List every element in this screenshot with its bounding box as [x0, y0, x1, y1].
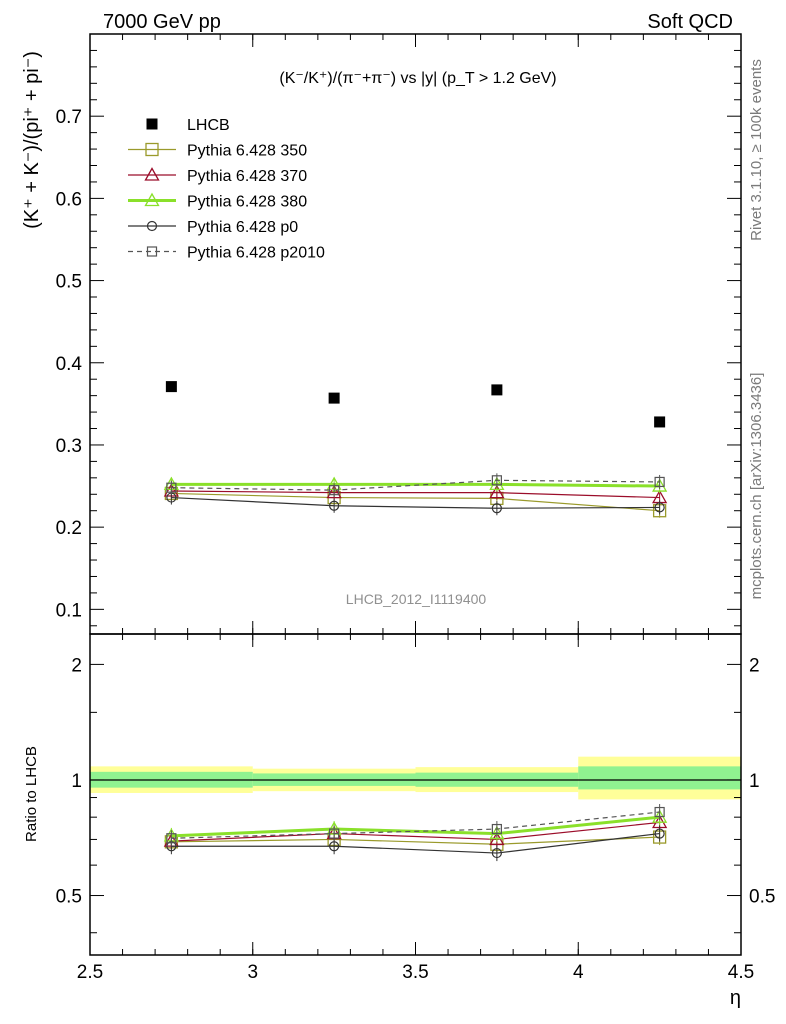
- main-y-tick-label: 0.6: [56, 189, 82, 210]
- main-point-series-0: [654, 416, 666, 428]
- ratio-y-tick-label: 0.5: [56, 887, 82, 908]
- ratio-y-axis-label: Ratio to LHCB: [23, 746, 40, 842]
- main-y-tick-label: 0.1: [56, 600, 82, 621]
- legend-marker: [146, 246, 158, 257]
- x-axis-label: η: [730, 987, 741, 1009]
- legend-item: Pythia 6.428 370: [128, 167, 307, 185]
- main-y-tick-label: 0.2: [56, 518, 82, 539]
- mcplots-side-label: mcplots.cern.ch [arXiv:1306.3436]: [748, 373, 765, 600]
- ratio-point-3: [329, 841, 340, 852]
- main-point-series-3: [489, 476, 505, 491]
- ratio-y-tick-label-right: 2: [749, 655, 760, 676]
- main-point-series-5: [166, 482, 177, 493]
- main-point-series-5: [491, 475, 502, 486]
- legend: LHCB Pythia 6.428 350 Pythia 6.428 370 Pyth…: [128, 117, 325, 262]
- watermark-label: LHCB_2012_I1119400: [346, 591, 487, 607]
- main-point-series-2: [489, 484, 505, 499]
- main-point-series-0: [165, 381, 177, 393]
- main-point-series-0: [328, 392, 340, 404]
- legend-marker: [144, 167, 160, 181]
- legend-marker: [146, 220, 158, 232]
- legend-marker: [144, 192, 160, 207]
- legend-item: Pythia 6.428 p2010: [128, 245, 325, 262]
- legend-label: Pythia 6.428 380: [187, 194, 307, 211]
- legend-label: Pythia 6.428 p0: [187, 219, 298, 236]
- x-tick-label: 4.5: [728, 962, 754, 983]
- main-panel: (K⁻/K⁺)/(π⁻+π⁻) vs |y| (p_T > 1.2 GeV) L…: [21, 51, 668, 607]
- x-tick-label: 2.5: [77, 962, 103, 983]
- rivet-side-label: Rivet 3.1.10, ≥ 100k events: [748, 59, 765, 241]
- ratio-line-1: [171, 821, 660, 842]
- ratio-point-2: [489, 825, 505, 840]
- legend-item: Pythia 6.428 p0: [128, 219, 298, 236]
- main-point-series-4: [491, 503, 502, 514]
- header-left-label: 7000 GeV pp: [103, 11, 221, 33]
- ratio-line-0: [171, 836, 660, 845]
- main-y-tick-label: 0.4: [56, 354, 83, 375]
- main-line-series-5: [171, 479, 660, 491]
- main-line-series-2: [171, 490, 660, 499]
- legend-marker: [146, 118, 158, 130]
- main-line-series-3: [171, 482, 660, 488]
- ratio-y-tick-label: 1: [71, 771, 82, 792]
- header-right-label: Soft QCD: [647, 11, 733, 33]
- main-point-series-3: [652, 478, 668, 492]
- main-y-tick-label: 0.3: [56, 436, 82, 457]
- ratio-panel: Ratio to LHCB η: [23, 746, 741, 1009]
- legend-item: Pythia 6.428 380: [128, 192, 307, 211]
- chart-title: (K⁻/K⁺)/(π⁻+π⁻) vs |y| (p_T > 1.2 GeV): [279, 70, 556, 87]
- main-point-series-5: [654, 476, 665, 488]
- main-y-tick-label: 0.7: [56, 107, 82, 128]
- x-tick-label: 3.5: [402, 962, 428, 983]
- legend-item: Pythia 6.428 350: [128, 143, 307, 160]
- main-line-series-1: [171, 492, 660, 512]
- main-line-series-4: [171, 496, 660, 509]
- ratio-y-tick-label-right: 0.5: [749, 887, 775, 908]
- ratio-band-inner: [578, 766, 741, 790]
- legend-marker: [145, 142, 159, 157]
- legend-label: Pythia 6.428 p2010: [187, 245, 325, 262]
- main-point-series-4: [654, 502, 665, 513]
- ratio-line-3: [171, 832, 660, 854]
- main-point-series-2: [326, 484, 342, 499]
- ratio-point-3: [491, 847, 502, 859]
- x-tick-label: 3: [247, 962, 258, 983]
- ratio-y-tick-label-right: 1: [749, 771, 760, 792]
- ratio-y-tick-label: 2: [71, 655, 82, 676]
- ratio-point-4: [329, 828, 340, 839]
- legend-label: LHCB: [187, 117, 230, 134]
- legend-item: LHCB: [146, 117, 230, 134]
- ratio-line-4: [171, 811, 660, 839]
- main-point-series-5: [329, 485, 340, 496]
- ratio-point-4: [654, 806, 665, 818]
- main-point-series-0: [491, 384, 503, 396]
- legend-label: Pythia 6.428 350: [187, 143, 307, 160]
- x-tick-label: 4: [573, 962, 584, 983]
- main-point-series-4: [329, 500, 340, 511]
- main-y-axis-label: (K⁺ + K⁻)/(pi⁺ + pi⁻): [21, 51, 43, 229]
- ratio-point-4: [491, 823, 502, 835]
- ratio-point-3: [654, 828, 665, 839]
- main-y-tick-label: 0.5: [56, 272, 82, 293]
- legend-label: Pythia 6.428 370: [187, 168, 307, 185]
- ratio-point-4: [166, 833, 177, 844]
